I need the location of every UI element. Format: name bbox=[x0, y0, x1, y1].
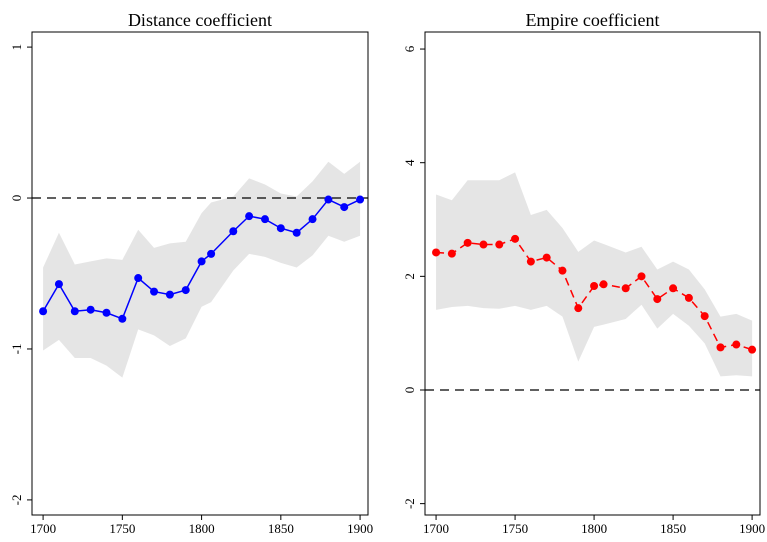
y-tick-label: 0 bbox=[9, 195, 24, 202]
data-point bbox=[308, 215, 317, 224]
data-point bbox=[39, 307, 48, 316]
data-point bbox=[181, 286, 190, 295]
data-point bbox=[684, 293, 693, 302]
data-point bbox=[558, 266, 567, 275]
data-point bbox=[324, 195, 333, 204]
confidence-band bbox=[43, 161, 361, 378]
data-point bbox=[207, 249, 216, 258]
x-tick-label: 1900 bbox=[347, 521, 373, 536]
x-tick-label: 1700 bbox=[423, 521, 449, 536]
data-point bbox=[118, 314, 127, 323]
data-point bbox=[716, 343, 725, 352]
data-point bbox=[356, 195, 365, 204]
x-tick-label: 1800 bbox=[581, 521, 607, 536]
data-point bbox=[590, 282, 599, 291]
x-tick-label: 1900 bbox=[739, 521, 765, 536]
data-point bbox=[134, 274, 143, 283]
x-tick-label: 1700 bbox=[30, 521, 56, 536]
y-tick-label: 0 bbox=[402, 387, 417, 394]
y-tick-label: -2 bbox=[9, 494, 24, 505]
data-point bbox=[340, 203, 349, 212]
y-tick-label: 6 bbox=[402, 45, 417, 52]
y-tick-label: 1 bbox=[9, 44, 24, 51]
data-point bbox=[463, 238, 472, 247]
data-point bbox=[621, 284, 630, 293]
data-point bbox=[495, 240, 504, 249]
data-point bbox=[165, 290, 174, 299]
data-point bbox=[229, 227, 238, 236]
data-point bbox=[748, 345, 757, 354]
data-point bbox=[526, 257, 535, 266]
x-tick-label: 1850 bbox=[660, 521, 686, 536]
data-point bbox=[542, 253, 551, 262]
data-point bbox=[653, 295, 662, 304]
data-point bbox=[292, 228, 301, 237]
confidence-band bbox=[436, 172, 753, 377]
data-point bbox=[447, 249, 456, 258]
chart-title: Distance coefficient bbox=[128, 10, 272, 30]
x-tick-label: 1850 bbox=[268, 521, 294, 536]
data-point bbox=[574, 304, 583, 313]
data-point bbox=[54, 280, 63, 289]
plot-frame bbox=[424, 31, 761, 516]
data-point bbox=[432, 248, 441, 257]
y-tick-label: 4 bbox=[402, 159, 417, 166]
data-point bbox=[260, 215, 269, 224]
data-point bbox=[276, 224, 285, 233]
data-point bbox=[86, 305, 95, 314]
data-point bbox=[637, 272, 646, 281]
y-tick-label: 2 bbox=[402, 273, 417, 280]
data-point bbox=[732, 340, 741, 349]
data-point bbox=[599, 280, 608, 289]
y-tick-label: -1 bbox=[9, 344, 24, 355]
y-tick-label: -2 bbox=[402, 498, 417, 509]
chart-title: Empire coefficient bbox=[525, 10, 659, 30]
data-point bbox=[70, 307, 79, 316]
data-point bbox=[197, 257, 206, 266]
data-point bbox=[245, 212, 254, 221]
data-point bbox=[511, 234, 520, 243]
data-point bbox=[150, 287, 159, 296]
x-tick-label: 1750 bbox=[109, 521, 135, 536]
data-point bbox=[700, 312, 709, 321]
x-tick-label: 1800 bbox=[189, 521, 215, 536]
data-point bbox=[102, 308, 111, 317]
data-point bbox=[479, 240, 488, 249]
plot-frame bbox=[31, 31, 369, 516]
x-tick-label: 1750 bbox=[502, 521, 528, 536]
data-point bbox=[669, 284, 678, 293]
